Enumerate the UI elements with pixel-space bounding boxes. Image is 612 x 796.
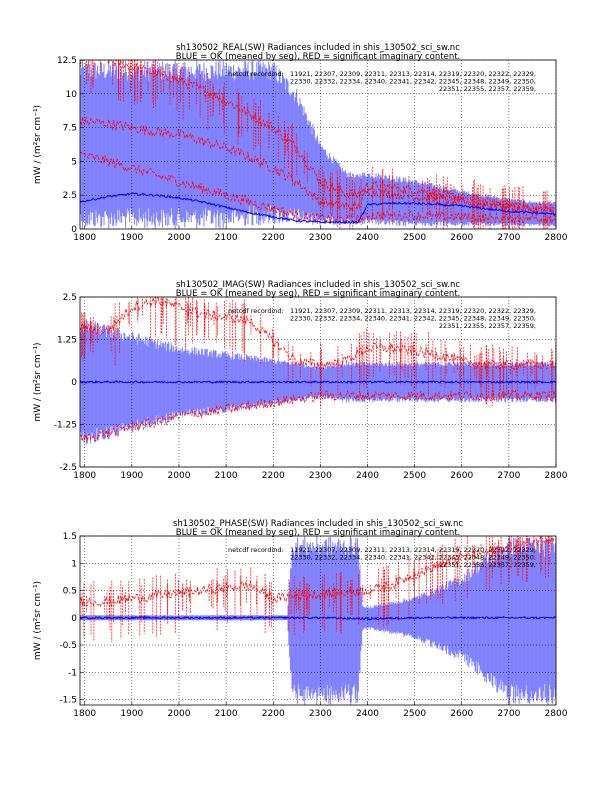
y-axis-label: mW / (m²sr cm⁻¹) <box>33 342 43 421</box>
x-tick-label: 1800 <box>73 709 96 719</box>
x-tick-label: 1900 <box>120 471 143 481</box>
x-tick-label: 2300 <box>309 471 332 481</box>
y-tick-label: 0.5 <box>63 587 77 597</box>
axes-frame <box>79 535 557 706</box>
x-tick-label: 2400 <box>356 709 379 719</box>
record-line-2: 22330, 22332, 22334, 22340, 22341, 22342… <box>290 78 536 86</box>
plot-layer <box>80 536 556 705</box>
x-tick-label: 1800 <box>73 471 96 481</box>
y-tick-label: 2.5 <box>63 293 77 303</box>
x-tick-label: 2200 <box>262 233 285 243</box>
y-tick-label: 0 <box>71 378 77 388</box>
record-line-1: 11921, 22307, 22309, 22311, 22313, 22314… <box>290 307 536 315</box>
flag-series-1 <box>80 536 556 608</box>
x-tick-label: 2800 <box>545 709 568 719</box>
y-tick-label: -1 <box>68 668 77 678</box>
y-tick-label: 1.5 <box>63 532 77 542</box>
chart-title: sh130502_REAL(SW) Radiances included in … <box>176 43 460 53</box>
y-axis-label: mW / (m²sr cm⁻¹) <box>33 581 43 660</box>
record-line-2: 22330, 22332, 22334, 22340, 22341, 22342… <box>290 315 536 323</box>
flag-series-2 <box>80 116 556 217</box>
record-label: netcdf recordind: <box>228 70 284 78</box>
y-axis-label: mW / (m²sr cm⁻¹) <box>33 105 43 184</box>
x-tick-label: 2500 <box>403 233 426 243</box>
x-tick-label: 2400 <box>356 233 379 243</box>
chart-subtitle: BLUE = OK (meaned by seg), RED = signifi… <box>176 289 461 299</box>
y-tick-label: 12.5 <box>57 56 77 66</box>
x-tick-label: 2100 <box>215 233 238 243</box>
y-tick-label: 1.25 <box>57 336 77 346</box>
y-tick-label: 2.5 <box>63 191 77 201</box>
record-line-3: 22351, 22355, 22357, 22359, <box>439 85 536 93</box>
x-tick-label: 2700 <box>497 471 520 481</box>
y-tick-label: 0 <box>71 225 77 235</box>
record-line-1: 11921, 22307, 22309, 22311, 22313, 22314… <box>290 546 536 554</box>
plot-layer <box>80 60 556 229</box>
x-tick-label: 2000 <box>168 709 191 719</box>
y-tick-label: 0 <box>71 614 77 624</box>
x-tick-label: 2300 <box>309 233 332 243</box>
flag-series-1 <box>95 60 556 213</box>
x-tick-label: 2500 <box>403 471 426 481</box>
y-tick-label: 10 <box>66 90 78 100</box>
flag-spikes <box>81 536 552 642</box>
y-tick-label: -2.5 <box>59 463 77 473</box>
x-tick-label: 2000 <box>168 233 191 243</box>
ok-mean-line <box>80 192 556 225</box>
panel-2: 1800 1900 2000 2100 2200 2300 2400 2500 2600 2700… <box>33 280 568 481</box>
y-tick-label: -1.25 <box>54 421 77 431</box>
x-tick-label: 2600 <box>450 233 473 243</box>
x-tick-label: 2800 <box>545 233 568 243</box>
chart-title: sh130502_IMAG(SW) Radiances included in … <box>176 280 460 290</box>
x-tick-label: 2300 <box>309 709 332 719</box>
x-tick-label: 2800 <box>545 471 568 481</box>
flag-series-2 <box>80 389 556 443</box>
record-line-3: 22351, 22355, 22357, 22359, <box>439 561 536 569</box>
ok-spread-band <box>80 536 556 705</box>
axes-frame <box>79 59 557 230</box>
chart-subtitle: BLUE = OK (meaned by seg), RED = signifi… <box>176 52 461 62</box>
x-tick-label: 2200 <box>262 709 285 719</box>
record-line-2: 22330, 22332, 22334, 22340, 22341, 22342… <box>290 554 536 562</box>
y-tick-label: -1.5 <box>59 696 77 706</box>
panel-3: 1800 1900 2000 2100 2200 2300 2400 2500 2600 2700… <box>33 519 568 719</box>
x-tick-label: 2700 <box>497 709 520 719</box>
panel-1: 1800 1900 2000 2100 2200 2300 2400 2500 2600 2700… <box>33 43 568 243</box>
x-tick-label: 2200 <box>262 471 285 481</box>
record-line-1: 11921, 22307, 22309, 22311, 22313, 22314… <box>290 70 536 78</box>
x-tick-label: 2400 <box>356 471 379 481</box>
x-tick-label: 2600 <box>450 709 473 719</box>
flag-spikes <box>80 60 552 229</box>
x-tick-label: 2000 <box>168 471 191 481</box>
x-tick-label: 1900 <box>120 233 143 243</box>
chart-title: sh130502_PHASE(SW) Radiances included in… <box>173 519 463 529</box>
x-tick-label: 2100 <box>215 709 238 719</box>
x-tick-label: 2100 <box>215 471 238 481</box>
y-tick-label: 5 <box>71 157 77 167</box>
x-tick-label: 2500 <box>403 709 426 719</box>
flag-series-3 <box>80 151 556 225</box>
x-tick-label: 1800 <box>73 233 96 243</box>
y-tick-label: 1 <box>71 559 77 569</box>
y-tick-label: 7.5 <box>63 124 77 134</box>
chart-subtitle: BLUE = OK (meaned by seg), RED = signifi… <box>176 528 461 538</box>
flag-series-1 <box>80 297 556 371</box>
x-tick-label: 1900 <box>120 709 143 719</box>
x-tick-label: 2600 <box>450 471 473 481</box>
y-tick-label: -0.5 <box>59 641 77 651</box>
x-tick-label: 2700 <box>497 233 520 243</box>
record-line-3: 22351, 22355, 22357, 22359, <box>439 322 536 330</box>
record-label: netcdf recordind: <box>228 307 284 315</box>
record-label: netcdf recordind: <box>228 546 284 554</box>
